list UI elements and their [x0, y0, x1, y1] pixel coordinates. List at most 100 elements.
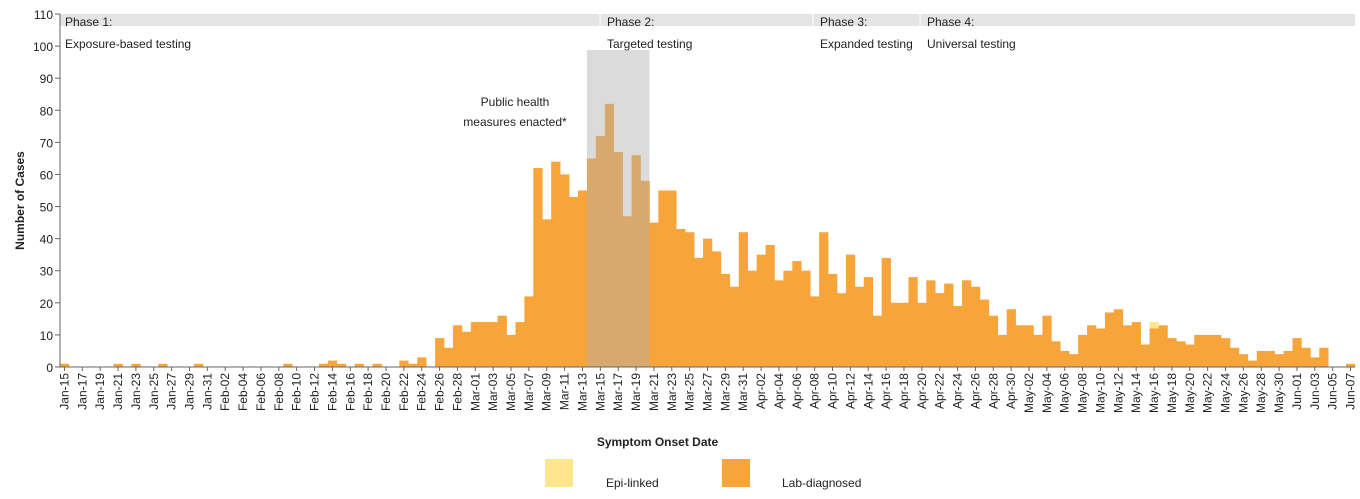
bar: [1122, 325, 1133, 367]
x-tick-label: Mar-29: [718, 373, 732, 411]
bar: [1158, 325, 1168, 367]
x-tick-label: Apr-10: [826, 373, 840, 409]
y-tick-label: 30: [40, 265, 54, 279]
bar: [837, 293, 847, 367]
bar: [962, 280, 972, 367]
x-tick-label: May-14: [1129, 373, 1143, 413]
x-tick-label: Jan-31: [200, 373, 214, 410]
x-tick-label: Feb-02: [218, 373, 232, 411]
bar: [1131, 322, 1141, 367]
phase-name: Phase 4:: [927, 15, 974, 29]
bar: [1167, 338, 1177, 367]
bar: [417, 357, 427, 367]
bar: [997, 334, 1007, 367]
x-tick-label: Mar-21: [647, 373, 661, 411]
bar: [765, 245, 775, 367]
bar: [649, 222, 659, 367]
x-tick-label: Apr-14: [861, 373, 875, 409]
bar: [542, 219, 552, 367]
x-tick-label: May-20: [1183, 373, 1197, 413]
x-tick-label: Jan-21: [111, 373, 125, 410]
bar: [801, 270, 811, 367]
phase-label: Exposure-based testing: [65, 37, 191, 51]
bar: [1033, 334, 1043, 367]
bar: [792, 261, 802, 367]
y-tick-label: 20: [40, 297, 54, 311]
x-tick-label: Apr-06: [790, 373, 804, 409]
bar: [979, 299, 990, 367]
x-tick-label: Apr-20: [915, 373, 929, 409]
bar: [756, 254, 766, 367]
x-tick-label: Apr-16: [879, 373, 893, 409]
x-tick-label: May-02: [1022, 373, 1036, 413]
bar: [1149, 328, 1159, 367]
annotation: Public health: [481, 95, 550, 109]
bar: [1096, 328, 1106, 367]
bar: [1203, 334, 1213, 367]
bar: [720, 273, 731, 367]
bar: [863, 277, 874, 367]
x-tick-label: May-28: [1254, 373, 1268, 413]
bar: [1283, 350, 1293, 367]
x-tick-label: Jun-03: [1308, 373, 1322, 410]
x-tick-label: May-16: [1147, 373, 1161, 413]
x-tick-label: Jan-15: [57, 373, 71, 410]
x-tick-label: May-30: [1272, 373, 1286, 413]
x-tick-label: May-24: [1219, 373, 1233, 413]
y-tick-label: 70: [40, 136, 54, 150]
x-tick-label: Apr-08: [808, 373, 822, 409]
bar: [551, 161, 561, 367]
bar: [1087, 325, 1097, 367]
bar: [1140, 344, 1150, 367]
x-tick-label: Feb-22: [397, 373, 411, 411]
phase-label: Universal testing: [927, 37, 1016, 51]
y-tick-label: 50: [40, 201, 54, 215]
bar: [613, 151, 623, 367]
bar: [1256, 350, 1266, 367]
y-tick-label: 80: [40, 104, 54, 118]
bar: [470, 322, 481, 367]
bar: [506, 334, 516, 367]
bar: [854, 286, 865, 367]
bar: [1310, 357, 1320, 367]
x-tick-label: Mar-09: [540, 373, 554, 411]
bar: [1060, 350, 1070, 367]
x-tick-label: May-12: [1111, 373, 1125, 413]
bar: [452, 325, 463, 367]
bar: [738, 232, 748, 367]
x-tick-label: Mar-03: [486, 373, 500, 411]
bar: [1221, 338, 1231, 367]
bar: [336, 363, 347, 367]
y-tick-label: 0: [46, 361, 53, 375]
bar: [461, 331, 472, 367]
bar: [586, 158, 597, 367]
x-tick-label: Feb-04: [236, 373, 250, 411]
bar: [1042, 315, 1052, 367]
x-tick-label: Jun-05: [1326, 373, 1340, 410]
y-tick-label: 90: [40, 72, 54, 86]
bar: [935, 293, 945, 367]
x-tick-label: Apr-30: [1004, 373, 1018, 409]
x-tick-label: Feb-12: [308, 373, 322, 411]
bar: [622, 216, 632, 367]
bar: [1292, 338, 1302, 367]
x-tick-label: Jun-01: [1290, 373, 1304, 410]
x-tick-label: Mar-01: [468, 373, 482, 411]
x-tick-label: Feb-06: [254, 373, 268, 411]
bar: [515, 322, 525, 367]
bar: [1176, 341, 1186, 367]
bar: [640, 180, 650, 367]
bar: [1274, 354, 1284, 367]
bar: [193, 363, 204, 367]
bar: [926, 280, 936, 367]
bar: [488, 322, 498, 367]
bar: [711, 251, 722, 367]
phase-name: Phase 2:: [607, 15, 654, 29]
phase-name: Phase 3:: [820, 15, 867, 29]
bar: [435, 338, 445, 367]
bar: [631, 155, 641, 367]
legend-label: Lab-diagnosed: [782, 476, 861, 490]
x-tick-label: Jun-07: [1344, 373, 1358, 410]
legend-label: Epi-linked: [606, 476, 659, 490]
x-tick-label: Mar-19: [629, 373, 643, 411]
